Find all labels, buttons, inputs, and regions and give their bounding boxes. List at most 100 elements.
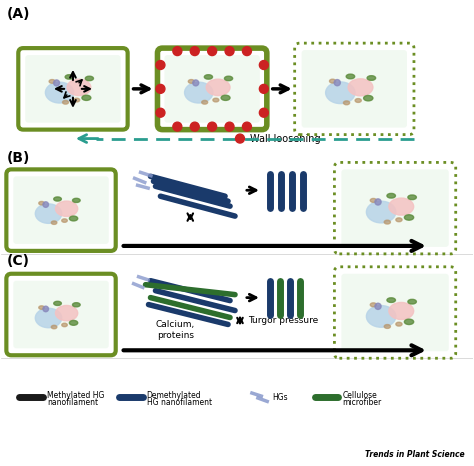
- Circle shape: [375, 199, 381, 205]
- Ellipse shape: [55, 201, 78, 216]
- Ellipse shape: [74, 98, 80, 102]
- FancyBboxPatch shape: [301, 50, 407, 128]
- Ellipse shape: [387, 298, 395, 302]
- Ellipse shape: [408, 299, 416, 304]
- Text: (C): (C): [6, 254, 29, 268]
- Ellipse shape: [69, 216, 78, 221]
- Ellipse shape: [206, 79, 230, 96]
- Circle shape: [243, 122, 251, 131]
- FancyBboxPatch shape: [157, 48, 267, 130]
- Ellipse shape: [35, 308, 62, 328]
- FancyBboxPatch shape: [6, 274, 116, 355]
- FancyBboxPatch shape: [164, 55, 260, 123]
- Ellipse shape: [69, 321, 78, 325]
- Circle shape: [190, 122, 199, 131]
- Ellipse shape: [355, 98, 361, 103]
- Text: nanofilament: nanofilament: [47, 398, 98, 407]
- Circle shape: [190, 47, 199, 55]
- Ellipse shape: [49, 80, 55, 83]
- Ellipse shape: [221, 95, 230, 100]
- Circle shape: [54, 80, 60, 86]
- Ellipse shape: [384, 324, 391, 329]
- Ellipse shape: [82, 95, 91, 100]
- Text: HG nanofilament: HG nanofilament: [146, 398, 212, 407]
- Circle shape: [259, 84, 268, 93]
- Ellipse shape: [73, 303, 80, 307]
- Text: Wall loosening: Wall loosening: [250, 134, 320, 144]
- Circle shape: [208, 47, 217, 55]
- Ellipse shape: [396, 218, 402, 222]
- Ellipse shape: [389, 198, 414, 215]
- Ellipse shape: [55, 306, 78, 321]
- Text: (B): (B): [6, 151, 30, 165]
- Text: Demethylated: Demethylated: [146, 391, 201, 399]
- Circle shape: [225, 122, 234, 131]
- FancyBboxPatch shape: [335, 267, 456, 358]
- Ellipse shape: [204, 75, 212, 79]
- Ellipse shape: [384, 220, 391, 224]
- Text: Cellulose: Cellulose: [342, 391, 377, 399]
- Ellipse shape: [367, 75, 375, 80]
- Ellipse shape: [62, 219, 67, 222]
- Ellipse shape: [213, 98, 219, 102]
- Circle shape: [193, 80, 199, 86]
- Text: Methylated HG: Methylated HG: [47, 391, 104, 399]
- Circle shape: [156, 108, 165, 117]
- Text: HGs: HGs: [272, 392, 287, 402]
- Ellipse shape: [67, 79, 91, 96]
- Ellipse shape: [329, 79, 336, 83]
- Circle shape: [156, 84, 165, 93]
- Text: Trends in Plant Science: Trends in Plant Science: [365, 450, 465, 459]
- Circle shape: [259, 108, 268, 117]
- Ellipse shape: [51, 221, 57, 225]
- Circle shape: [375, 303, 381, 309]
- Ellipse shape: [63, 100, 69, 104]
- Ellipse shape: [346, 74, 355, 79]
- Circle shape: [43, 306, 48, 312]
- Circle shape: [334, 80, 340, 86]
- Circle shape: [43, 202, 48, 207]
- Ellipse shape: [202, 100, 208, 104]
- Ellipse shape: [188, 80, 194, 83]
- Text: Calcium,
proteins: Calcium, proteins: [156, 321, 195, 340]
- FancyBboxPatch shape: [6, 169, 116, 251]
- FancyBboxPatch shape: [341, 274, 449, 351]
- Text: (A): (A): [6, 7, 30, 21]
- Ellipse shape: [408, 195, 416, 199]
- FancyBboxPatch shape: [25, 55, 121, 123]
- Ellipse shape: [389, 302, 414, 320]
- Ellipse shape: [404, 215, 414, 220]
- Text: Turgor pressure: Turgor pressure: [248, 316, 318, 325]
- Ellipse shape: [326, 82, 355, 103]
- Ellipse shape: [404, 319, 414, 324]
- Circle shape: [173, 47, 182, 55]
- Ellipse shape: [370, 199, 376, 202]
- Circle shape: [156, 61, 165, 69]
- Ellipse shape: [366, 201, 396, 223]
- Ellipse shape: [73, 199, 80, 203]
- Ellipse shape: [366, 306, 396, 327]
- Ellipse shape: [85, 76, 93, 81]
- Ellipse shape: [62, 323, 67, 327]
- Ellipse shape: [65, 75, 73, 79]
- FancyBboxPatch shape: [18, 48, 128, 130]
- Circle shape: [259, 61, 268, 69]
- Ellipse shape: [35, 204, 62, 223]
- Ellipse shape: [344, 101, 350, 105]
- Ellipse shape: [364, 96, 373, 101]
- FancyBboxPatch shape: [13, 281, 109, 348]
- Circle shape: [173, 122, 182, 131]
- Ellipse shape: [348, 79, 373, 96]
- Ellipse shape: [39, 306, 45, 309]
- Circle shape: [236, 134, 245, 143]
- FancyBboxPatch shape: [295, 43, 414, 135]
- Ellipse shape: [396, 322, 402, 326]
- Ellipse shape: [184, 82, 213, 103]
- FancyBboxPatch shape: [13, 176, 109, 244]
- Ellipse shape: [225, 76, 233, 81]
- Ellipse shape: [39, 201, 45, 205]
- Circle shape: [243, 47, 251, 55]
- Ellipse shape: [54, 197, 62, 201]
- Ellipse shape: [54, 302, 62, 306]
- Text: microfiber: microfiber: [342, 398, 382, 407]
